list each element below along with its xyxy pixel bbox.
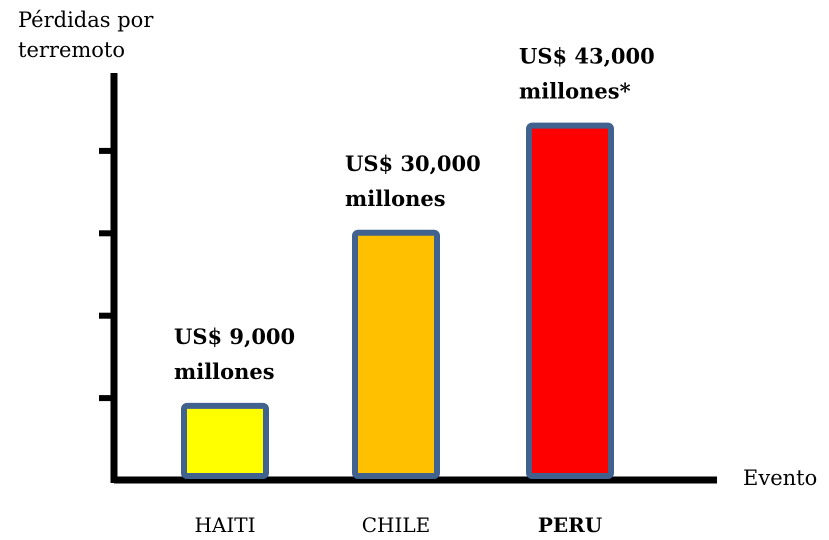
data-label-peru-line-2: millones* <box>519 79 631 104</box>
bar-haiti <box>181 402 269 479</box>
data-label-haiti-line-1: US$ 9,000 <box>174 324 295 349</box>
category-label-haiti: HAITI <box>194 513 255 537</box>
y-axis-label-line-2: terremoto <box>18 38 126 62</box>
bar-chile <box>352 229 440 479</box>
data-label-peru-line-1: US$ 43,000 <box>519 44 655 69</box>
data-label-chile-line-2: millones <box>345 186 446 211</box>
y-axis-label-line-1: Pérdidas por <box>18 8 154 32</box>
data-label-chile-line-1: US$ 30,000 <box>345 151 481 176</box>
category-label-chile: CHILE <box>362 513 431 537</box>
y-axis-label: Pérdidas por terremoto <box>18 5 153 65</box>
x-axis-label: Evento <box>743 466 818 490</box>
category-label-peru: PERU <box>538 513 602 537</box>
data-label-haiti-line-2: millones <box>174 359 275 384</box>
bar-peru <box>526 122 614 480</box>
